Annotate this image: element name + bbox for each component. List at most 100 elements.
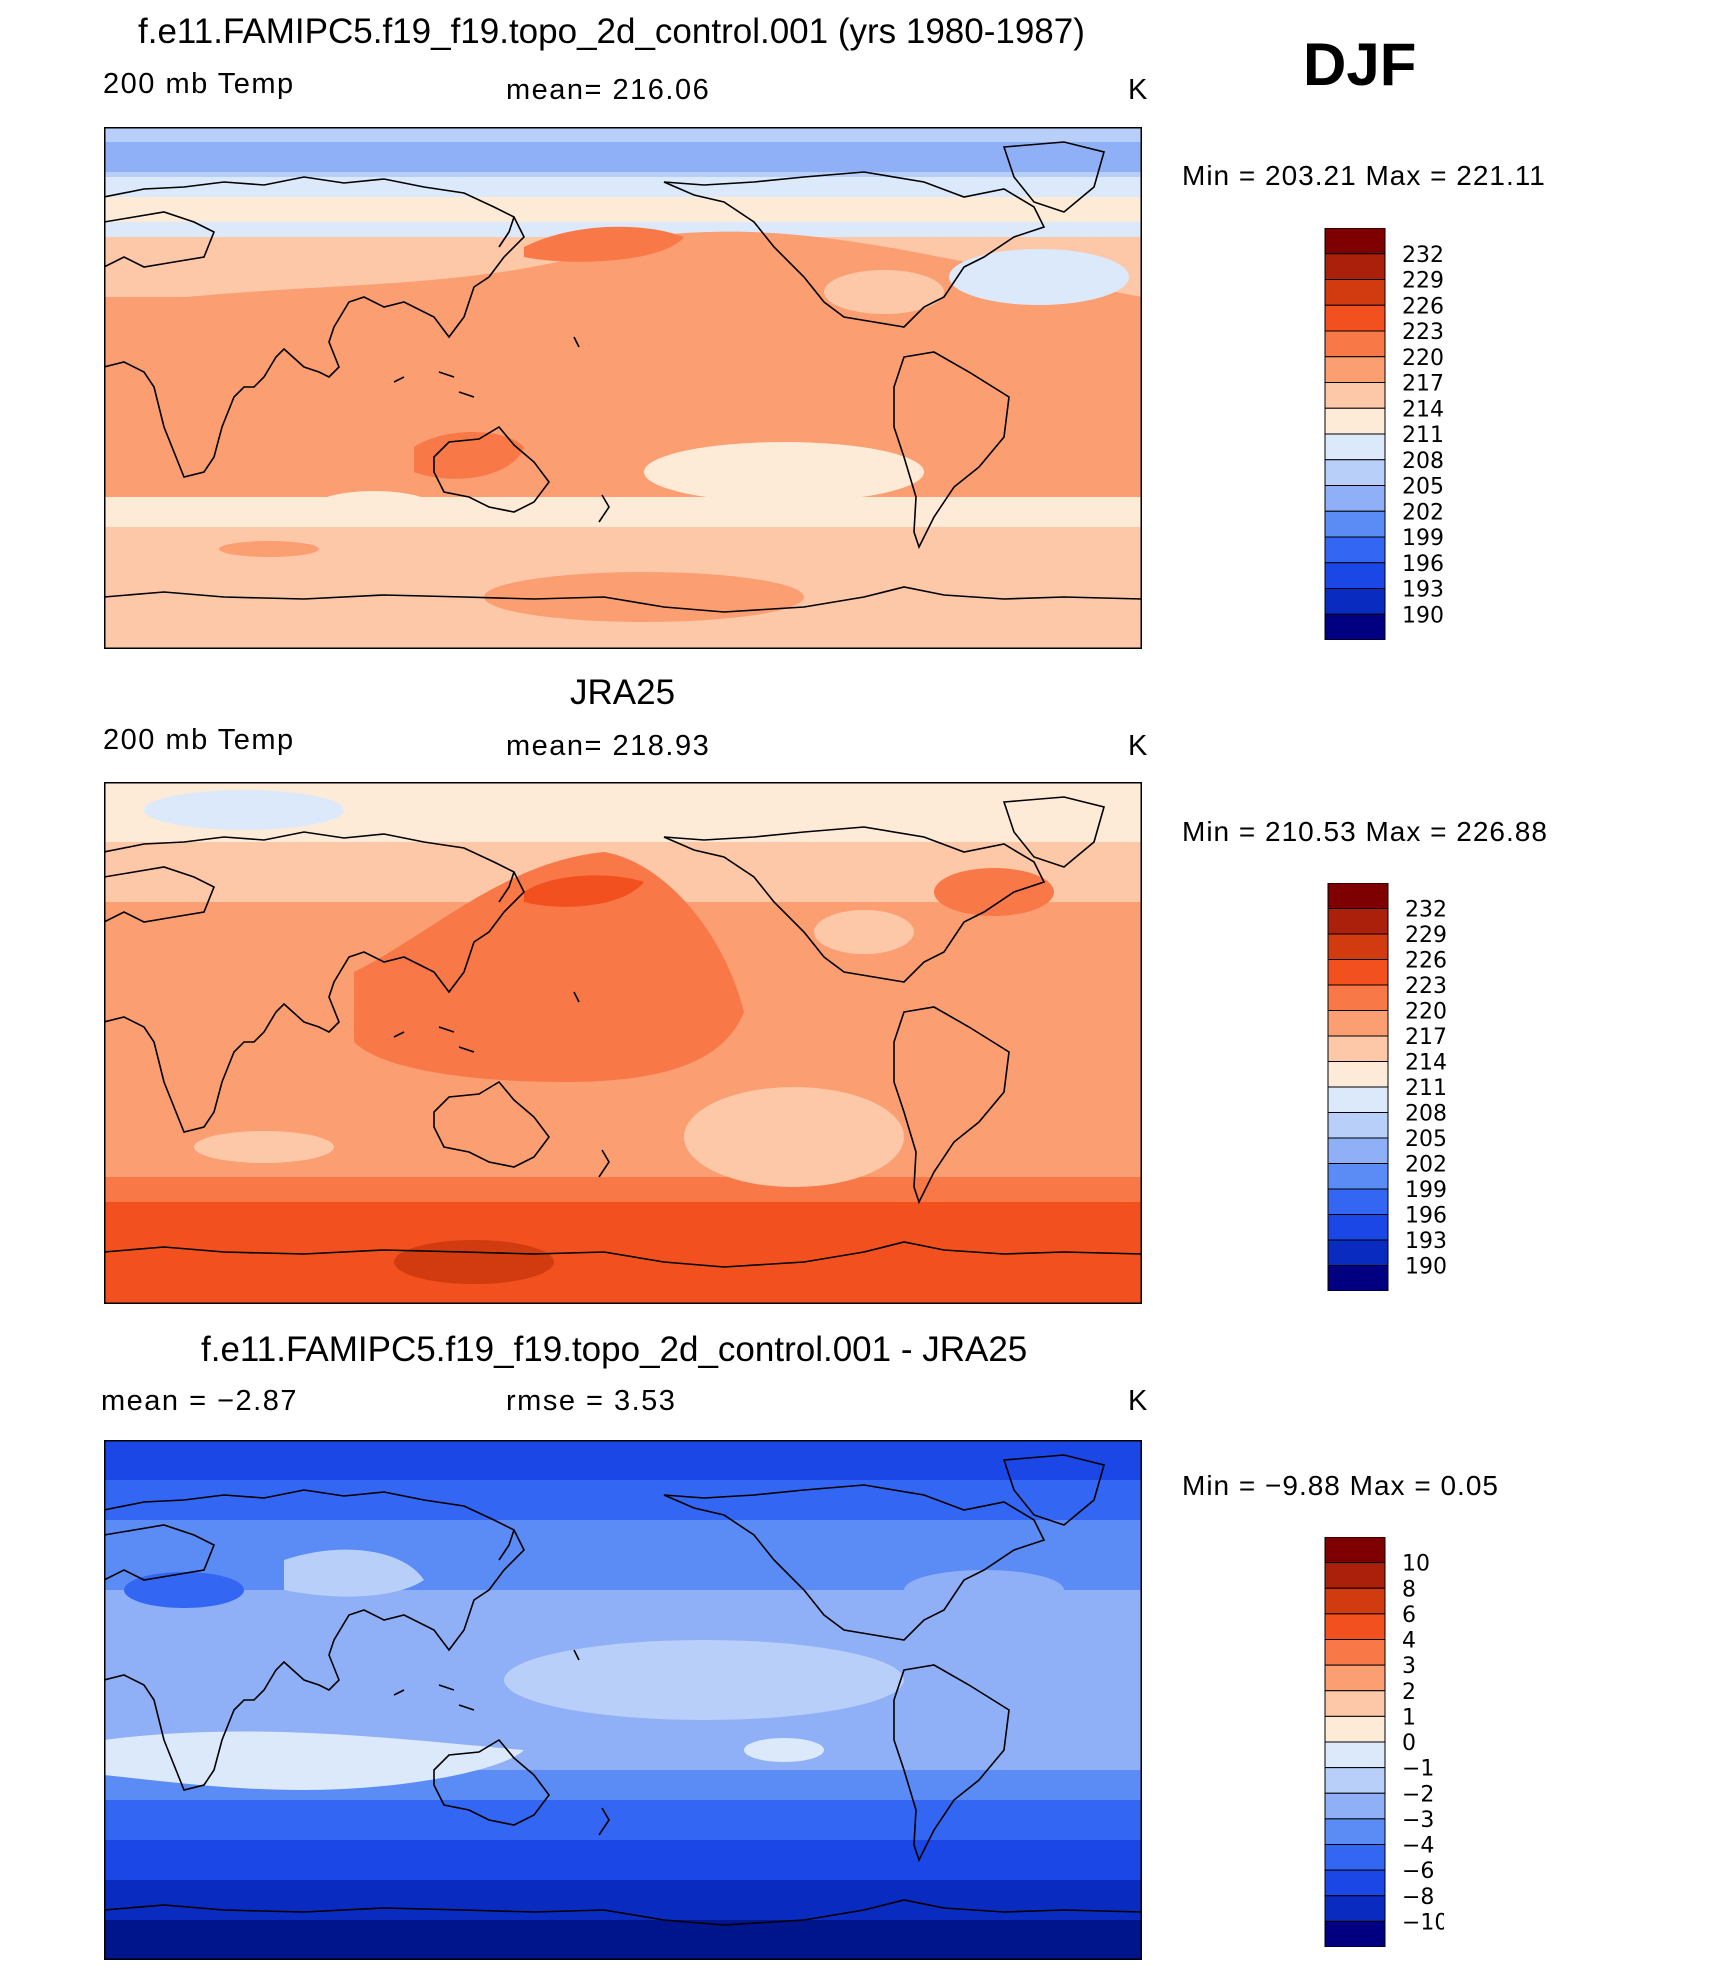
contour-band [104,1880,1142,1920]
colorbar-box [1324,1639,1386,1666]
panel2-mean-label: mean= 218.93 [506,730,711,762]
contour-band [104,1800,1142,1840]
colorbar-box [1324,407,1386,435]
coastline [393,871,610,1178]
contour-region [949,249,1129,305]
colorbar-tick-label: 6 [1402,1603,1416,1628]
colorbar-box [1324,433,1386,461]
colorbar-tick-label: 214 [1405,1051,1447,1076]
contour-region [644,442,924,502]
colorbar-tick-label: 229 [1402,269,1444,294]
colorbar-tick-label: 190 [1405,1255,1447,1280]
panel1-colorbar: 2322292262232202172142112082052021991961… [1324,228,1444,640]
colorbar-tick-label: −3 [1402,1808,1434,1833]
colorbar-box [1327,1061,1389,1088]
contour-region [524,226,684,262]
colorbar-box [1327,1188,1389,1215]
colorbar-box [1324,1792,1386,1820]
colorbar-box [1324,459,1386,486]
colorbar-tick-label: 202 [1402,500,1444,525]
colorbar-tick-label: 2 [1402,1680,1416,1705]
panel1-mean-label: mean= 216.06 [506,74,711,106]
panel3-units: K [1128,1385,1149,1417]
contour-region [824,270,944,314]
colorbar-box [1327,908,1389,935]
colorbar-box [1327,933,1389,960]
colorbar-box [1324,588,1386,615]
contour-region [144,790,344,830]
panel2-colorbar: 2322292262232202172142112082052021991961… [1327,883,1447,1291]
colorbar-tick-label: 214 [1402,397,1444,422]
colorbar-box [1327,1137,1389,1164]
colorbar-tick-label: 232 [1402,243,1444,268]
season-label: DJF [1303,31,1417,98]
colorbar-box [1324,485,1386,512]
colorbar-tick-label: 199 [1405,1178,1447,1203]
colorbar-tick-label: 217 [1405,1025,1447,1050]
colorbar-tick-label: 220 [1405,1000,1447,1025]
contour-region [934,868,1054,916]
colorbar-box [1327,883,1389,909]
colorbar-tick-label: −4 [1402,1834,1434,1859]
panel3-map [104,1440,1142,1960]
contour-region [104,1731,524,1790]
colorbar-tick-label: 196 [1402,552,1444,577]
panel2-variable-label: 200 mb Temp [103,724,295,756]
colorbar-box [1324,562,1386,589]
colorbar-box [1327,1010,1389,1037]
coastline [104,211,216,268]
coastline [104,831,525,1133]
colorbar-tick-label: 226 [1402,294,1444,319]
coastline [1002,796,1105,868]
panel1-title: f.e11.FAMIPC5.f19_f19.topo_2d_control.00… [138,12,1085,51]
colorbar-box [1324,1613,1386,1640]
colorbar-box [1327,1265,1389,1291]
contour-region [414,432,524,479]
colorbar-box [1324,536,1386,564]
colorbar-box [1324,1690,1386,1717]
colorbar-tick-label: 223 [1402,320,1444,345]
coastline [433,425,550,513]
contour-region [284,1549,424,1597]
colorbar-tick-label: −6 [1402,1859,1434,1884]
coastline [893,351,1010,550]
colorbar-box [1324,1869,1386,1897]
colorbar-box [1324,1537,1386,1564]
panel1-minmax: Min = 203.21 Max = 221.11 [1182,160,1546,191]
colorbar-tick-label: 232 [1405,898,1447,923]
colorbar-tick-label: −8 [1402,1885,1434,1910]
colorbar-box [1327,1239,1389,1266]
colorbar-tick-label: 220 [1402,346,1444,371]
colorbar-tick-label: −2 [1402,1782,1434,1807]
panel2-units: K [1128,730,1149,762]
colorbar-tick-label: 205 [1402,475,1444,500]
coastline [104,1489,525,1791]
contour-region [684,1087,904,1187]
coastline [393,216,610,523]
colorbar-box [1324,330,1386,358]
colorbar-box [1324,1920,1386,1947]
colorbar-box [1324,1818,1386,1845]
contour-region [504,1640,904,1720]
colorbar-box [1324,1767,1386,1794]
colorbar-tick-label: 8 [1402,1577,1416,1602]
contour-band [104,1440,1142,1480]
contour-band [104,142,1142,172]
contour-band [104,1480,1142,1520]
panel1-units: K [1128,74,1149,106]
colorbar-box [1327,959,1389,986]
colorbar-box [1324,613,1386,640]
colorbar-box [1324,228,1386,255]
colorbar-tick-label: 4 [1402,1629,1416,1654]
coastline [104,1524,216,1581]
colorbar-tick-label: 190 [1402,603,1444,628]
colorbar-tick-label: 229 [1405,923,1447,948]
colorbar-box [1324,382,1386,409]
panel2-title: JRA25 [570,673,676,712]
contour-region [124,1572,244,1608]
panel2-map [104,782,1142,1304]
colorbar-tick-label: 208 [1405,1102,1447,1127]
colorbar-tick-label: 3 [1402,1654,1416,1679]
coastline [663,171,1046,328]
colorbar-box [1324,1741,1386,1769]
